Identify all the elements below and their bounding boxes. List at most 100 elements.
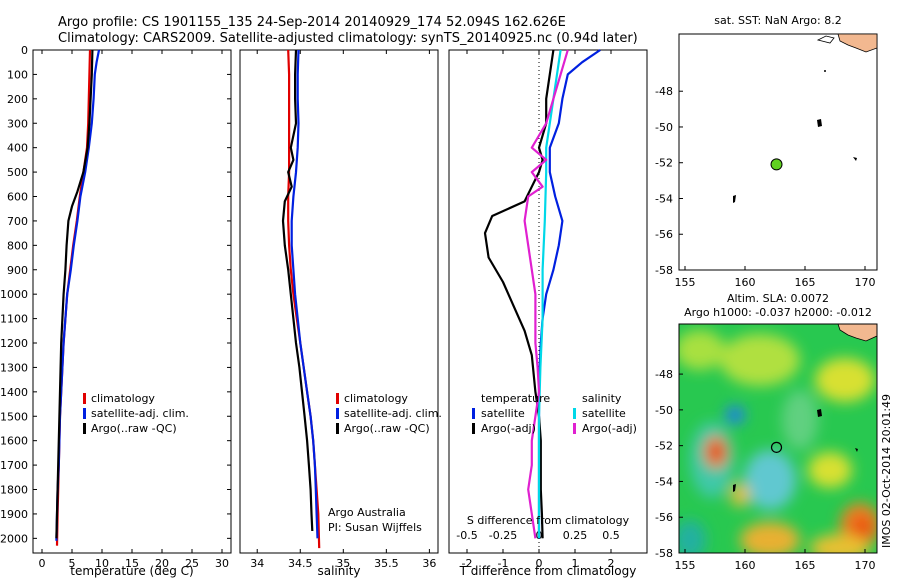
sla-heatmap <box>679 324 877 553</box>
sst-map-panel: sat. SST: NaN Argo: 8.2 155 160 165 170 -48 -… <box>655 14 878 289</box>
depth-tick-label: 2000 <box>0 532 28 545</box>
map-y-tick-label: -48 <box>655 85 673 98</box>
sst-map-plot-area: 155 160 165 170 -48 -50 -52 -54 -56 -58 <box>655 85 875 289</box>
legend-label-argo: Argo(..raw -QC) <box>344 422 430 435</box>
legend-heading-temperature: temperature <box>481 392 550 405</box>
map-x-tick-label: 160 <box>735 276 756 289</box>
salinity-panel: 34 34.5 35 35.5 36 salinity climatology sate… <box>239 49 442 578</box>
island-small-east <box>855 448 858 452</box>
legend-label-climatology: climatology <box>344 392 408 405</box>
depth-tick-label: 700 <box>7 215 28 228</box>
series-line-temperature-argo-adj- <box>483 49 555 539</box>
map-x-tick-label: 170 <box>855 276 876 289</box>
legend-swatch-temp-satellite <box>472 408 475 419</box>
x-tick-label: 30 <box>215 557 229 570</box>
t-difference-axis-label: T difference from climatology <box>459 564 637 578</box>
x-tick-label: 35.5 <box>374 557 399 570</box>
island-small-west <box>733 484 736 492</box>
map-x-tick-label: 155 <box>675 559 696 572</box>
x-tick-label: 34.5 <box>288 557 313 570</box>
sst-map-title: sat. SST: NaN Argo: 8.2 <box>714 14 841 27</box>
map-x-tick-label: 165 <box>795 559 816 572</box>
depth-tick-label: 800 <box>7 239 28 252</box>
depth-tick-label: 1400 <box>0 386 28 399</box>
x-tick-label: 0 <box>536 557 543 570</box>
temperature-legend: climatology satellite-adj. clim. Argo(..… <box>83 392 189 435</box>
x-tick-label: 5 <box>69 557 76 570</box>
legend-label-satellite: satellite-adj. clim. <box>344 407 442 420</box>
temperature-plot-area: 0 5 10 15 20 25 30 <box>39 49 229 570</box>
x-tick-label: 35 <box>336 557 350 570</box>
depth-tick-label: 1900 <box>0 508 28 521</box>
sla-map-subtitle: Argo h1000: -0.037 h2000: -0.012 <box>684 306 872 319</box>
sst-map-coast <box>733 34 877 203</box>
sla-map-frame <box>678 323 878 554</box>
x-tick-label: 20 <box>155 557 169 570</box>
series-line-salinity-argo-adj- <box>523 49 569 539</box>
series-line-argo-raw-qc- <box>55 49 94 539</box>
figure-title-line2: Climatology: CARS2009. Satellite-adjuste… <box>58 31 638 46</box>
map-y-tick-label: -52 <box>655 157 673 170</box>
map-x-tick-label: 170 <box>855 559 876 572</box>
sla-map-panel: Altim. SLA: 0.0072 Argo h1000: -0.037 h2… <box>655 292 878 572</box>
x-tick-label: 36 <box>422 557 436 570</box>
land-new-zealand <box>837 324 877 342</box>
legend-label-argo: Argo(..raw -QC) <box>91 422 177 435</box>
map-y-tick-label: -58 <box>655 547 673 560</box>
depth-tick-label: 100 <box>7 68 28 81</box>
x-tick-label: 25 <box>185 557 199 570</box>
argo-float-marker <box>770 441 783 453</box>
x-tick-label: 1 <box>572 557 579 570</box>
credit-org: Argo Australia <box>328 506 406 519</box>
island-small-west <box>733 195 736 203</box>
legend-swatch-satellite <box>336 408 339 419</box>
salinity-plot-area: 34 34.5 35 35.5 36 <box>250 49 436 570</box>
imos-timestamp: IMOS 02-Oct-2014 20:01:49 <box>880 394 893 548</box>
map-y-tick-label: -52 <box>655 440 673 453</box>
legend-swatch-temp-argo <box>472 423 475 434</box>
legend-swatch-climatology <box>83 393 86 404</box>
legend-label-temp-satellite: satellite <box>481 407 525 420</box>
legend-swatch-sal-satellite <box>573 408 576 419</box>
legend-label-sal-satellite: satellite <box>582 407 626 420</box>
credit-pi: PI: Susan Wijffels <box>328 521 422 534</box>
map-x-tick-label: 155 <box>675 276 696 289</box>
series-line-argo-raw-qc- <box>281 49 314 532</box>
map-y-tick-label: -54 <box>655 475 673 488</box>
depth-tick-label: 1100 <box>0 313 28 326</box>
x-tick-label: -2 <box>462 557 473 570</box>
x-tick-label: 34 <box>250 557 264 570</box>
depth-tick-label: 900 <box>7 264 28 277</box>
sla-anomaly-blobs <box>679 330 877 553</box>
x2-tick-label: 0.5 <box>602 529 620 542</box>
difference-plot-frame <box>448 49 648 554</box>
x-tick-label: -1 <box>498 557 509 570</box>
difference-plot-area: -2 -1 0 1 2-0.5 -0.25 0 0.25 0.5 <box>456 49 620 570</box>
figure-title-line1: Argo profile: CS 1901155_135 24-Sep-2014… <box>58 15 566 30</box>
salinity-plot-frame <box>239 49 439 554</box>
temperature-panel: 0100200300400500600700800900100011001200… <box>0 44 647 578</box>
map-y-tick-label: -48 <box>655 368 673 381</box>
x2-tick-label: -0.5 <box>456 529 477 542</box>
legend-heading-salinity: salinity <box>582 392 622 405</box>
series-line-satellite-adj-clim- <box>290 49 319 539</box>
map-x-tick-label: 165 <box>795 276 816 289</box>
legend-swatch-climatology <box>336 393 339 404</box>
depth-tick-label: 600 <box>7 191 28 204</box>
s-difference-axis-label: S difference from climatology <box>467 514 630 527</box>
argo-float-marker <box>770 158 783 171</box>
salinity-legend: climatology satellite-adj. clim. Argo(..… <box>336 392 442 435</box>
island-speck <box>824 70 826 72</box>
x-tick-label: 10 <box>95 557 109 570</box>
depth-tick-label: 400 <box>7 142 28 155</box>
legend-label-satellite: satellite-adj. clim. <box>91 407 189 420</box>
sla-map-plot-area: 155 160 165 170 -48 -50 -52 -54 -56 -58 <box>655 368 875 572</box>
map-y-tick-label: -56 <box>655 228 673 241</box>
island-campbell <box>817 119 822 127</box>
x2-tick-label: 0.25 <box>563 529 588 542</box>
legend-swatch-satellite <box>83 408 86 419</box>
depth-tick-label: 500 <box>7 166 28 179</box>
map-y-tick-label: -56 <box>655 511 673 524</box>
depth-tick-label: 0 <box>21 44 28 57</box>
